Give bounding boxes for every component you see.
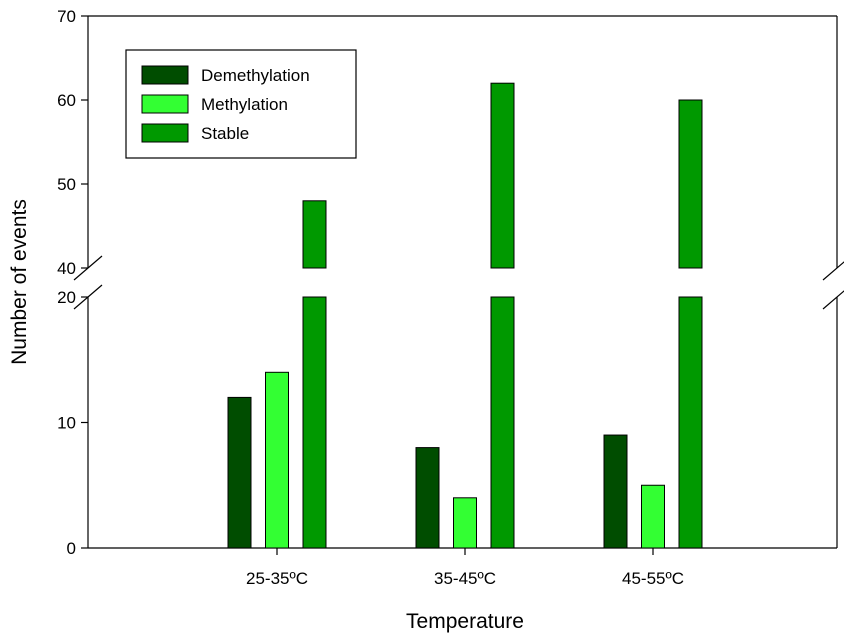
legend-label: Demethylation [201,66,310,85]
bar [453,497,477,549]
y-tick-label: 40 [57,259,76,278]
legend-swatch [141,65,189,85]
legend-swatch [141,123,189,143]
plot-area: 0 10 20 40 50 60 70 25-35ºC 35-45ºC 45-55ºC [57,7,844,588]
bar [227,396,252,549]
bar [603,434,628,549]
legend-swatch [141,94,189,114]
bar [490,296,515,549]
axis-break-mark-right-upper [822,261,844,281]
bar [302,296,327,549]
x-tick-label: 25-35ºC [246,569,308,588]
bar [265,371,289,549]
bar [641,484,665,549]
x-axis-title: Temperature [406,610,524,633]
bar [415,447,440,549]
y-tick-label: 60 [57,91,76,110]
legend: Demethylation Methylation Stable [125,49,357,159]
y-tick-label: 20 [57,288,76,307]
y-tick-label: 0 [67,539,76,558]
bar [678,296,703,549]
x-tick-label: 35-45ºC [434,569,496,588]
y-tick-label: 50 [57,175,76,194]
legend-label: Methylation [201,95,288,114]
y-tick-label: 10 [57,414,76,433]
bar [302,200,327,269]
y-axis-title: Number of events [8,199,31,365]
x-tick-label: 45-55ºC [622,569,684,588]
bar [678,99,703,269]
y-tick-label: 70 [57,7,76,26]
axis-break-mark-right-lower [822,290,844,310]
bar [490,82,515,269]
legend-label: Stable [201,124,249,143]
